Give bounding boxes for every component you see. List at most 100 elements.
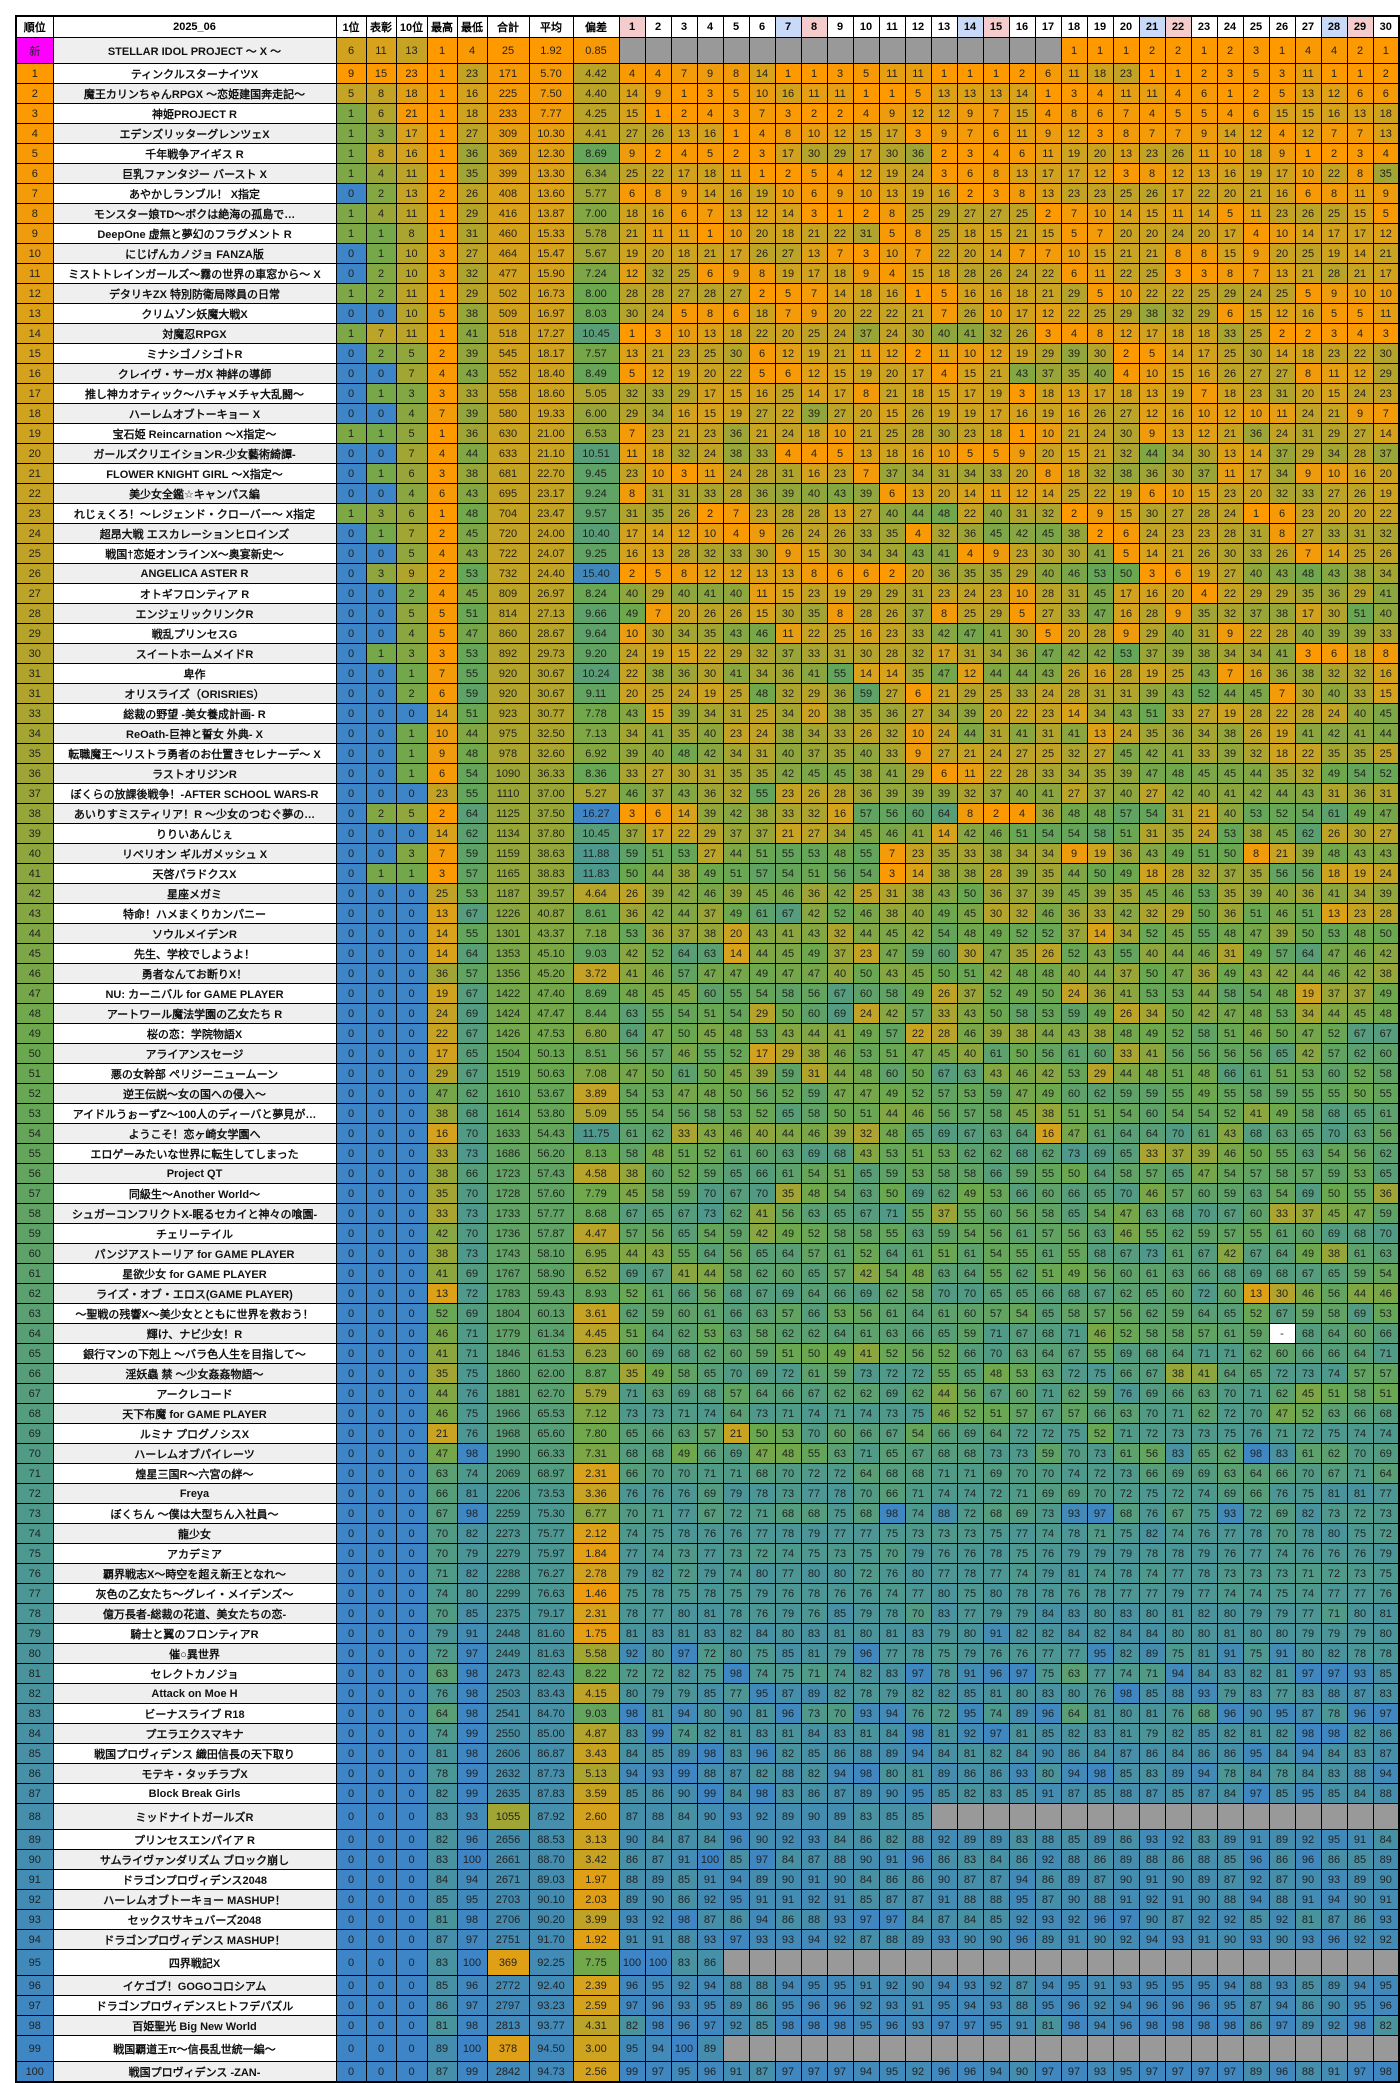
header-day-14[interactable]: 14 (956, 15, 984, 38)
table-row[interactable]: 新 STELLAR IDOL PROJECT ～ X ～ 6 11 13 1 4 25 1.92… (15, 37, 1400, 64)
table-row[interactable]: 47 NU: カーニバル for GAME PLAYER 0 0 0 19 67 1422 47… (15, 983, 1400, 1004)
table-row[interactable]: 50 アライアンスセージ 0 0 0 17 65 1504 50.13 8.51 56 57 46 55 5… (15, 1043, 1400, 1064)
table-row[interactable]: 63 ～聖戦の残響X～美少女とともに世界を救おう！ 0 0 0 52 69 1804 60.13… (15, 1303, 1400, 1324)
table-row[interactable]: 22 美少女全鑑☆キャンパス編 0 0 4 6 43 695 23.17 9.24 8 31 31 33 2… (15, 483, 1400, 504)
header-dev[interactable]: 偏差 (572, 15, 620, 38)
table-row[interactable]: 97 ドラゴンプロヴィデンスヒトフデパズル 0 0 0 86 97 2797 93.23 2.59… (15, 1995, 1400, 2016)
header-day-24[interactable]: 24 (1216, 15, 1244, 38)
header-day-12[interactable]: 12 (904, 15, 932, 38)
table-row[interactable]: 70 ハーレムオブパイレーツ 0 0 0 47 98 1990 66.33 7.31 68 68 49 6… (15, 1443, 1400, 1464)
table-row[interactable]: 81 セレクトカノジョ 0 0 0 63 98 2473 82.43 8.22 72 72 82 75 98… (15, 1663, 1400, 1684)
table-row[interactable]: 11 ミストトレインガールズ～霧の世界の車窓から～ X 0 2 10 3 32 477 15.9… (15, 263, 1400, 284)
table-row[interactable]: 10 にじげんカノジョ FANZA版 0 1 10 3 27 464 15.47 5.67 19 20… (15, 243, 1400, 264)
table-row[interactable]: 58 シュガーコンフリクトX-眠るセカイと神々の喰園- 0 0 0 33 73 1733 57.… (15, 1203, 1400, 1224)
table-row[interactable]: 48 アートワール魔法学園の乙女たち R 0 0 0 24 69 1424 47.47 8.44 6… (15, 1003, 1400, 1024)
table-row[interactable]: 45 先生、学校でしようよ！ 0 0 0 14 64 1353 45.10 9.03 42 52 64 6… (15, 943, 1400, 964)
header-day-18[interactable]: 18 (1060, 15, 1088, 38)
table-row[interactable]: 21 FLOWER KNIGHT GIRL ～X指定～ 0 1 6 3 38 681 22.70… (15, 463, 1400, 484)
table-row[interactable]: 5 千年戦争アイギス R 1 8 16 1 36 369 12.30 8.69 9 2 4 5 2 3 17 30… (15, 143, 1400, 164)
header-day-9[interactable]: 9 (826, 15, 854, 38)
table-row[interactable]: 69 ルミナ プログノシスX 0 0 0 21 76 1968 65.60 7.80 65 66 63 5… (15, 1423, 1400, 1444)
table-row[interactable]: 72 Freya 0 0 0 66 81 2206 73.53 3.36 76 76 76 69 79 78 7… (15, 1483, 1400, 1504)
table-row[interactable]: 31 卑作 0 0 1 7 55 920 30.67 10.24 22 38 36 30 41 34 36 41 5… (15, 663, 1400, 684)
table-row[interactable]: 73 ぼくちん ～僕は大型ちん入社員～ 0 0 0 67 98 2259 75.30 6.77 70… (15, 1503, 1400, 1524)
header-top10[interactable]: 10位 (395, 15, 428, 38)
table-row[interactable]: 4 エデンズリッターグレンツェX 1 3 17 1 27 309 10.30 4.41 27 26 13… (15, 123, 1400, 144)
table-row[interactable]: 86 モテキ・タッチラブX 0 0 0 78 99 2632 87.73 5.13 94 93 99 88… (15, 1763, 1400, 1784)
table-row[interactable]: 23 れじぇくろ！～レジェンド・クローバー～ X指定 1 3 6 1 48 704 23.47 9… (15, 503, 1400, 524)
table-row[interactable]: 82 Attack on Moe H 0 0 0 76 98 2503 83.43 4.15 80 7… (15, 1683, 1400, 1704)
table-row[interactable]: 77 灰色の乙女たち～グレイ・メイデンズ～ 0 0 0 74 80 2299 76.63 1.46… (15, 1583, 1400, 1604)
table-row[interactable]: 75 アカデミア 0 0 0 70 79 2279 75.97 1.84 77 74 73 77 73 72 7… (15, 1543, 1400, 1564)
header-day-7[interactable]: 7 (774, 15, 802, 38)
table-row[interactable]: 28 エンジェリックリンクR 0 0 5 5 51 814 27.13 9.66 49 7 20 26 26… (15, 603, 1400, 624)
table-row[interactable]: 6 巨乳ファンタジー バースト X 1 4 11 1 35 399 13.30 6.34 25 22 1… (15, 163, 1400, 184)
table-row[interactable]: 52 逆王伝説～女の国への侵入～ 0 0 0 47 62 1610 53.67 3.89 54 53 4… (15, 1083, 1400, 1104)
table-row[interactable]: 60 パンジアストーリア for GAME PLAYER 0 0 0 38 73 1743 58… (15, 1243, 1400, 1264)
table-row[interactable]: 96 イケゴブ！GOGOコロシアム 0 0 0 85 96 2772 92.40 2.39 96 95… (15, 1975, 1400, 1996)
table-row[interactable]: 79 騎士と翼のフロンティアR 0 0 0 79 91 2448 81.60 1.75 81 83 81… (15, 1623, 1400, 1644)
table-row[interactable]: 92 ハーレムオブトーキョー MASHUP！ 0 0 0 85 95 2703 90.10 2.0… (15, 1889, 1400, 1910)
header-day-29[interactable]: 29 (1346, 15, 1374, 38)
table-row[interactable]: 30 スイートホームメイドR 0 1 3 3 53 892 29.73 9.20 24 19 15 22 2… (15, 643, 1400, 664)
table-row[interactable]: 76 覇界戦志X～時空を超え新王となれ～ 0 0 0 71 82 2288 76.27 2.78 7… (15, 1563, 1400, 1584)
table-row[interactable]: 54 ようこそ！恋ヶ崎女学園へ 0 0 0 16 70 1633 54.43 11.75 61 62 3… (15, 1123, 1400, 1144)
table-row[interactable]: 87 Block Break Girls 0 0 0 82 99 2635 87.83 3.59 8… (15, 1783, 1400, 1804)
header-day-10[interactable]: 10 (852, 15, 880, 38)
table-row[interactable]: 41 天啓パラドクスX 0 1 1 3 57 1165 38.83 11.83 50 44 38 49 51… (15, 863, 1400, 884)
header-day-20[interactable]: 20 (1112, 15, 1140, 38)
table-row[interactable]: 29 戦乱プリンセスG 0 0 4 5 47 860 28.67 9.64 10 30 34 35 43 46… (15, 623, 1400, 644)
header-day-15[interactable]: 15 (982, 15, 1010, 38)
header-day-1[interactable]: 1 (618, 15, 646, 38)
header-day-2[interactable]: 2 (644, 15, 672, 38)
header-day-30[interactable]: 30 (1372, 15, 1400, 38)
table-row[interactable]: 88 ミッドナイトガールズR 0 0 0 83 93 1055 87.92 2.60 87 88 84 9… (15, 1803, 1400, 1830)
table-row[interactable]: 59 チェリーテイル 0 0 0 42 70 1736 57.87 4.47 57 56 65 54 59 4… (15, 1223, 1400, 1244)
table-row[interactable]: 42 星座メガミ 0 0 0 25 53 1187 39.57 4.64 26 39 42 46 39 45 4… (15, 883, 1400, 904)
table-row[interactable]: 36 ラストオリジンR 0 0 1 6 54 1090 36.33 8.36 33 27 30 31 35 3… (15, 763, 1400, 784)
table-row[interactable]: 80 催○異世界 0 0 0 72 97 2449 81.63 5.58 92 80 97 72 80 75 8… (15, 1643, 1400, 1664)
table-row[interactable]: 37 ぼくらの放課後戦争！-AFTER SCHOOL WARS-R 0 0 0 23 55 1… (15, 783, 1400, 804)
table-row[interactable]: 95 四界戦記X 0 0 0 83 100 369 92.25 7.75 100 100 83 86 (15, 1949, 1400, 1976)
table-row[interactable]: 65 銀行マンの下剋上 ～バラ色人生を目指して～ 0 0 0 41 71 1846 61.53 6… (15, 1343, 1400, 1364)
table-row[interactable]: 8 モンスター娘TD～ボクは絶海の孤島で… 1 4 11 1 29 416 13.87 7.00 1… (15, 203, 1400, 224)
header-title[interactable]: 2025_06 (52, 15, 337, 38)
header-worst[interactable]: 最低 (456, 15, 488, 38)
table-row[interactable]: 74 龍少女 0 0 0 70 82 2273 75.77 2.12 74 75 78 76 76 77 78 7… (15, 1523, 1400, 1544)
table-row[interactable]: 98 百姫聖光 Big New World 0 0 0 81 98 2813 93.77 4.31… (15, 2015, 1400, 2036)
table-row[interactable]: 39 りりいあんじぇ 0 0 0 14 62 1134 37.80 10.45 37 17 22 29 37… (15, 823, 1400, 844)
table-row[interactable]: 3 神姫PROJECT R 1 6 21 1 18 233 7.77 4.25 15 1 2 4 3 7 3 2 2… (15, 103, 1400, 124)
table-row[interactable]: 17 推し神カオティック～ハチャメチャ大乱闘～ 0 1 3 3 33 558 18.60 5.05… (15, 383, 1400, 404)
header-total[interactable]: 合計 (486, 15, 530, 38)
table-row[interactable]: 25 戦国†恋姫オンラインX～奥宴新史～ 0 0 5 4 43 722 24.07 9.25 16 1… (15, 543, 1400, 564)
table-row[interactable]: 99 戦国覇道王π～信長乱世統一編～ 0 0 0 89 100 378 94.50 3.00 95 9… (15, 2035, 1400, 2062)
table-row[interactable]: 9 DeepOne 虚無と夢幻のフラグメント R 1 1 8 1 31 460 15.33 5.7… (15, 223, 1400, 244)
header-day-21[interactable]: 21 (1138, 15, 1166, 38)
table-row[interactable]: 68 天下布魔 for GAME PLAYER 0 0 0 46 75 1966 65.53 7.… (15, 1403, 1400, 1424)
header-day-25[interactable]: 25 (1242, 15, 1270, 38)
table-row[interactable]: 19 宝石姫 Reincarnation ～X指定～ 1 1 5 1 36 630 21.00 6… (15, 423, 1400, 444)
header-day-28[interactable]: 28 (1320, 15, 1348, 38)
header-best[interactable]: 最高 (426, 15, 458, 38)
table-row[interactable]: 66 淫妖蟲 禁 ～少女姦姦物語～ 0 0 0 35 75 1860 62.00 8.87 35 49… (15, 1363, 1400, 1384)
table-row[interactable]: 35 転職魔王～リストラ勇者のお仕置きセレナーデ～ X 0 0 1 9 48 978 32.60… (15, 743, 1400, 764)
table-row[interactable]: 83 ビーナスライブ R18 0 0 0 64 98 2541 84.70 9.03 98 81 94 8… (15, 1703, 1400, 1724)
table-row[interactable]: 49 桜の恋：学院物語X 0 0 0 22 67 1426 47.53 6.80 64 47 50 45 4… (15, 1023, 1400, 1044)
table-row[interactable]: 93 セックスサキュバーズ2048 0 0 0 81 98 2706 90.20 3.99 93 92… (15, 1909, 1400, 1930)
table-row[interactable]: 16 クレイヴ・サーガX 神絆の導師 0 0 7 4 43 552 18.40 8.49 5 12 19… (15, 363, 1400, 384)
header-day-8[interactable]: 8 (800, 15, 828, 38)
table-row[interactable]: 90 サムライヴァンダリズム ブロック崩し 0 0 0 83 100 2661 88.70 3.4… (15, 1849, 1400, 1870)
table-row[interactable]: 55 エロゲーみたいな世界に転生してしまった 0 0 0 33 73 1686 56.20 8.1… (15, 1143, 1400, 1164)
header-day-23[interactable]: 23 (1190, 15, 1218, 38)
table-row[interactable]: 24 超昂大戦 エスカレーションヒロインズ 0 1 7 2 45 720 24.00 10.40 1… (15, 523, 1400, 544)
header-first[interactable]: 1位 (335, 15, 367, 38)
header-day-17[interactable]: 17 (1034, 15, 1062, 38)
header-day-5[interactable]: 5 (722, 15, 750, 38)
table-row[interactable]: 33 総裁の野望 -美女養成計画- R 0 0 0 14 51 923 30.77 7.78 43 1… (15, 703, 1400, 724)
header-day-6[interactable]: 6 (748, 15, 776, 38)
table-row[interactable]: 71 煌星三国R～六宮の絆～ 0 0 0 63 74 2069 68.97 2.31 66 70 70 7… (15, 1463, 1400, 1484)
table-row[interactable]: 13 クリムゾン妖魔大戦X 0 0 10 5 38 509 16.97 8.03 30 24 5 8 6 18… (15, 303, 1400, 324)
header-day-11[interactable]: 11 (878, 15, 906, 38)
table-row[interactable]: 57 同級生～Another World～ 0 0 0 35 70 1728 57.60 7.79… (15, 1183, 1400, 1204)
header-day-26[interactable]: 26 (1268, 15, 1296, 38)
